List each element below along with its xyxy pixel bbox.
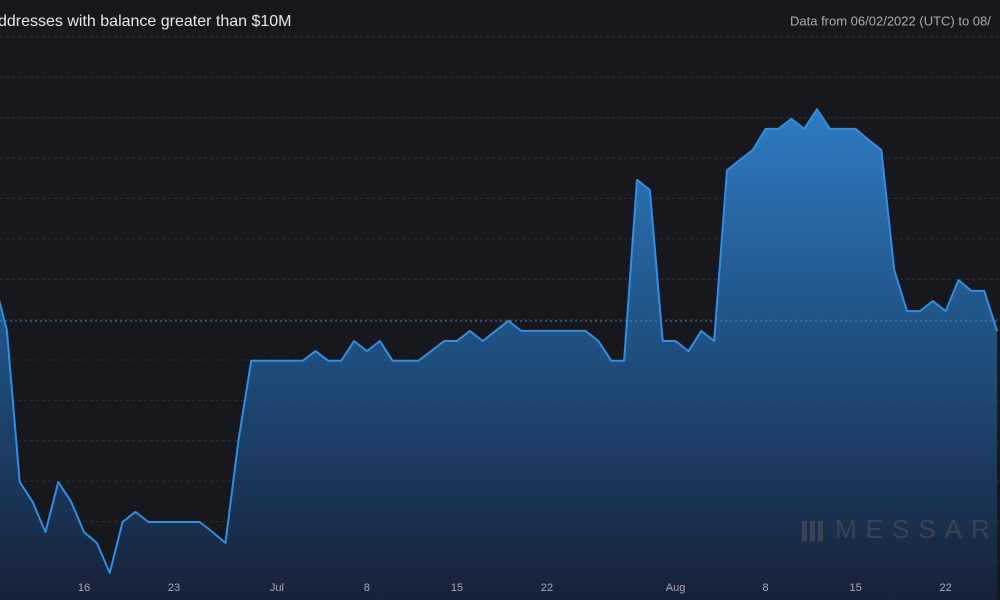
area — [0, 109, 998, 600]
watermark-logo — [802, 521, 823, 541]
chart-title: ddresses with balance greater than $10M — [0, 13, 292, 30]
x-tick-label: Aug — [666, 582, 686, 594]
x-tick-label: 8 — [364, 582, 370, 594]
x-tick-label: 22 — [940, 582, 952, 594]
watermark: MESSAR — [835, 514, 999, 544]
plot — [0, 108, 999, 600]
line — [0, 108, 999, 574]
x-tick-label: 22 — [541, 582, 553, 594]
chart-subtitle: Data from 06/02/2022 (UTC) to 08/ — [790, 13, 991, 28]
x-tick-label: Jul — [270, 582, 284, 594]
x-tick-label: 23 — [168, 582, 180, 594]
x-tick-label: 8 — [763, 582, 769, 594]
x-tick-label: 15 — [849, 582, 861, 594]
x-tick-label: 16 — [78, 582, 90, 594]
x-tick-label: 15 — [451, 582, 463, 594]
x-axis: 16 23 Jul 8 15 22 Aug 8 15 22 — [78, 582, 952, 594]
